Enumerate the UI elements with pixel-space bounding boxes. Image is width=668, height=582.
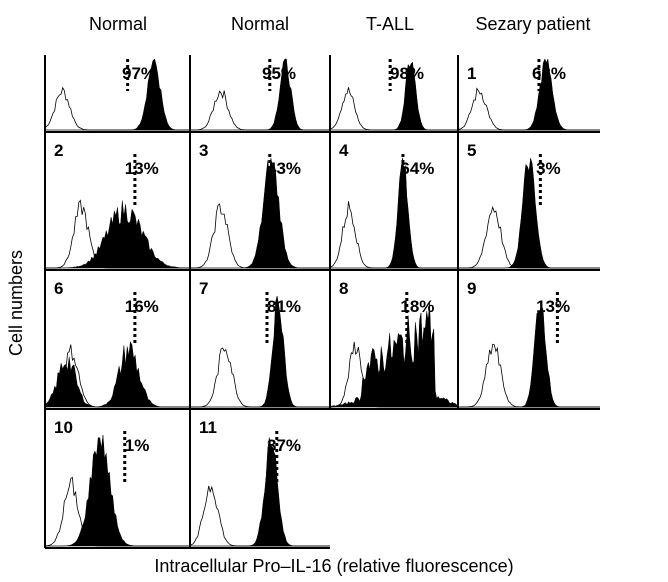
stained-histogram-10	[329, 302, 459, 408]
percent-label: 98%	[390, 64, 424, 83]
percent-label: 3%	[536, 159, 561, 178]
stained-histogram-3	[458, 58, 600, 131]
percent-label: 64%	[400, 159, 434, 178]
percent-label: 63%	[532, 64, 566, 83]
control-histogram-2	[329, 87, 458, 131]
control-histogram-3	[457, 87, 600, 131]
panel-number-label: 3	[199, 141, 208, 160]
percent-label: 13%	[125, 159, 159, 178]
stained-histogram-1	[190, 58, 330, 131]
percent-label: 97%	[122, 64, 156, 83]
control-histogram-9	[190, 347, 330, 408]
column-header-normal-1: Normal	[88, 14, 147, 34]
stained-histogram-0	[45, 58, 190, 131]
percent-label: 18%	[400, 297, 434, 316]
column-header-sezary-patient: Sezary patient	[475, 14, 591, 34]
stained-histogram-12	[45, 434, 190, 547]
panel-number-label: 11	[199, 418, 217, 437]
stained-histogram-2	[330, 61, 458, 131]
stained-histogram-6	[330, 157, 458, 269]
x-axis-label: Intracellular Pro–IL-16 (relative fluore…	[154, 556, 514, 576]
stained-histogram-9	[190, 295, 330, 408]
panel-number-label: 7	[199, 279, 208, 298]
percent-label: 81%	[267, 297, 301, 316]
panel-number-label: 8	[339, 279, 348, 298]
percent-label: 1%	[125, 436, 150, 455]
panel-number-label: 1	[467, 64, 476, 83]
panel-number-label: 4	[339, 141, 349, 160]
panel-number-label: 6	[54, 279, 63, 298]
stained-histogram-5	[190, 157, 330, 269]
stained-histogram-11	[458, 304, 600, 408]
panel-number-label: 9	[467, 279, 476, 298]
percent-label: 95%	[262, 64, 296, 83]
stained-histogram-4	[45, 200, 191, 269]
stained-histogram-7	[458, 158, 600, 269]
percent-label: 16%	[125, 297, 159, 316]
panel-number-label: 5	[467, 141, 476, 160]
column-header-normal-2: Normal	[230, 14, 289, 34]
panel-number-label: 2	[54, 141, 63, 160]
percent-label: 13%	[536, 297, 570, 316]
percent-label: 43%	[267, 159, 301, 178]
percent-label: 37%	[267, 436, 301, 455]
stained-histogram-13	[190, 437, 330, 547]
panel-number-label: 10	[54, 418, 73, 437]
stained-histogram-8	[44, 340, 190, 408]
control-histogram-0	[44, 86, 190, 131]
column-header-t-all: T-ALL	[365, 14, 415, 34]
control-histogram-1	[190, 90, 330, 131]
